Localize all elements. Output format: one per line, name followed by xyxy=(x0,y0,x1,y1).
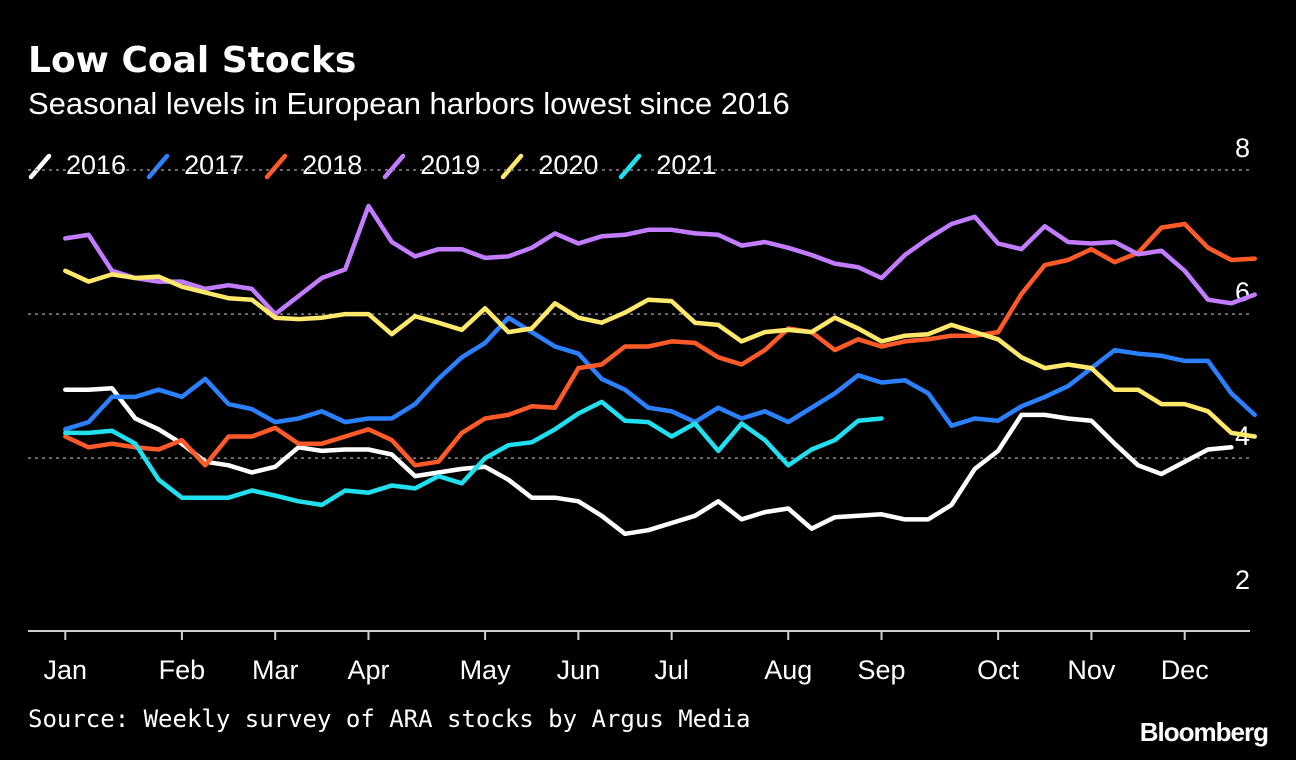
bloomberg-logo: Bloomberg xyxy=(1139,717,1269,747)
legend-swatch-line xyxy=(382,153,406,179)
legend-item-2020: 2020 xyxy=(500,150,598,181)
legend-item-2021: 2021 xyxy=(618,150,716,181)
x-tick-label: Jun xyxy=(557,655,601,685)
x-tick-label: Jul xyxy=(654,655,689,685)
series-line-2017 xyxy=(63,315,1257,432)
legend-swatch-line xyxy=(28,153,52,179)
x-tick-label: Feb xyxy=(159,655,206,685)
legend-swatch xyxy=(382,153,406,179)
x-tick-label: May xyxy=(460,655,512,685)
y-tick-label: 8 xyxy=(1235,133,1250,163)
series-line-2021 xyxy=(63,399,884,508)
legend-swatch-line xyxy=(501,153,524,179)
x-tick-label: Nov xyxy=(1067,655,1116,685)
x-tick-label: Jan xyxy=(44,655,88,685)
legend-swatch-line xyxy=(264,153,288,179)
series-line-2018 xyxy=(63,221,1257,468)
chart-subtitle: Seasonal levels in European harbors lowe… xyxy=(28,86,790,121)
series-line-2020 xyxy=(63,268,1257,439)
series-line-2016 xyxy=(63,386,1234,537)
x-tick-label: Oct xyxy=(977,655,1020,685)
legend-label: 2019 xyxy=(420,150,481,180)
x-tick-label: Dec xyxy=(1161,655,1209,685)
x-tick-label: Mar xyxy=(252,655,299,685)
chart-title: Low Coal Stocks xyxy=(28,40,357,81)
legend-swatch xyxy=(264,153,288,179)
legend-item-2017: 2017 xyxy=(146,150,244,181)
legend-label: 2017 xyxy=(184,150,245,180)
x-tick-label: Apr xyxy=(347,655,389,685)
legend-item-2018: 2018 xyxy=(264,150,362,181)
legend-swatch xyxy=(501,153,524,179)
legend-swatch-line xyxy=(619,153,642,179)
legend-item-2019: 2019 xyxy=(382,150,480,181)
legend-label: 2018 xyxy=(302,150,363,180)
legend-swatch xyxy=(28,153,52,179)
source-note: Source: Weekly survey of ARA stocks by A… xyxy=(28,705,751,733)
legend-label: 2020 xyxy=(538,150,599,180)
legend-swatch-line xyxy=(146,153,170,179)
y-tick-label: 2 xyxy=(1235,565,1250,595)
legend-label: 2016 xyxy=(66,150,127,180)
legend: 2016 2017 2018 2019 2020 2021 xyxy=(28,150,736,181)
series-line-2019 xyxy=(63,203,1257,317)
legend-swatch xyxy=(146,153,170,179)
legend-item-2016: 2016 xyxy=(28,150,126,181)
legend-swatch xyxy=(619,153,642,179)
x-tick-label: Aug xyxy=(764,655,812,685)
x-tick-label: Sep xyxy=(858,655,906,685)
legend-label: 2021 xyxy=(656,150,717,180)
